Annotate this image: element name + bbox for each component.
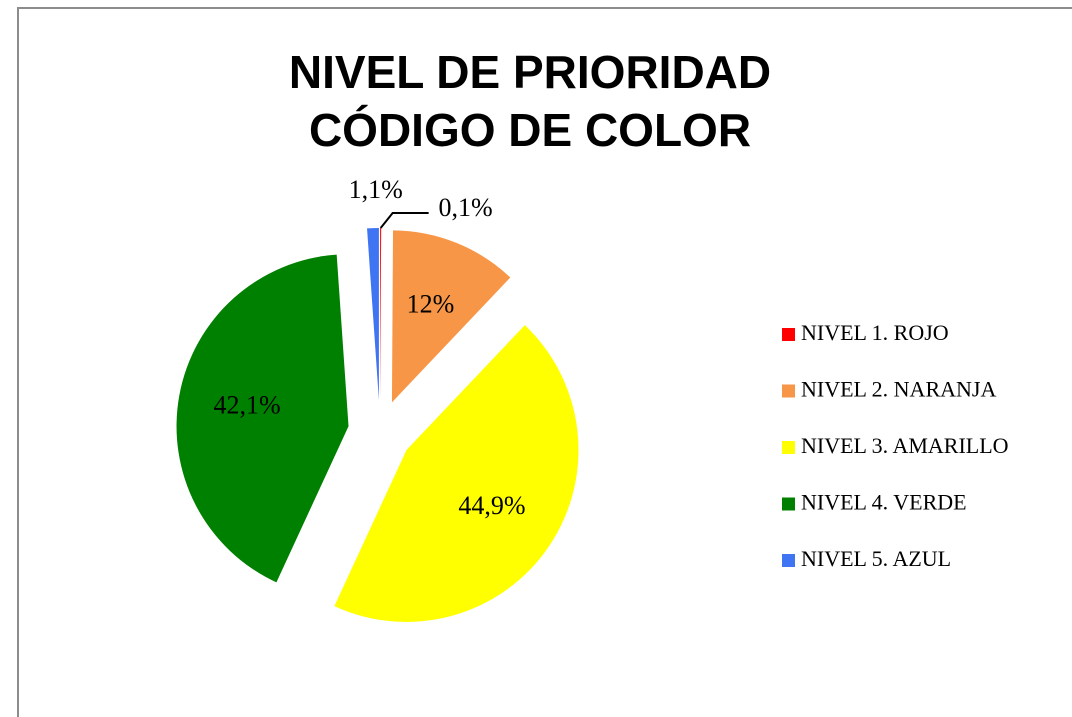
pie-slice — [380, 228, 382, 401]
leader-line — [379, 212, 429, 229]
legend-swatch — [782, 554, 795, 567]
legend-swatch — [782, 384, 795, 398]
data-label: 0,1% — [439, 193, 493, 222]
chart-title: NIVEL DE PRIORIDAD — [289, 46, 771, 98]
legend-swatch — [782, 497, 795, 511]
data-label: 12% — [407, 290, 455, 319]
pie-slice — [391, 230, 511, 403]
data-label: 44,9% — [458, 491, 525, 520]
legend-swatch — [782, 441, 795, 454]
pie-slice — [176, 254, 349, 583]
legend-label: NIVEL 4. VERDE — [801, 490, 967, 515]
legend-label: NIVEL 3. AMARILLO — [801, 433, 1009, 458]
data-label: 42,1% — [213, 391, 280, 420]
legend-label: NIVEL 1. ROJO — [801, 320, 949, 345]
chart-title: CÓDIGO DE COLOR — [309, 104, 751, 156]
pie-slice — [367, 228, 379, 401]
legend-swatch — [782, 328, 795, 341]
legend-label: NIVEL 5. AZUL — [801, 546, 951, 571]
pie-slice — [334, 325, 579, 622]
data-label: 1,1% — [349, 175, 403, 204]
legend-label: NIVEL 2. NARANJA — [801, 377, 996, 402]
